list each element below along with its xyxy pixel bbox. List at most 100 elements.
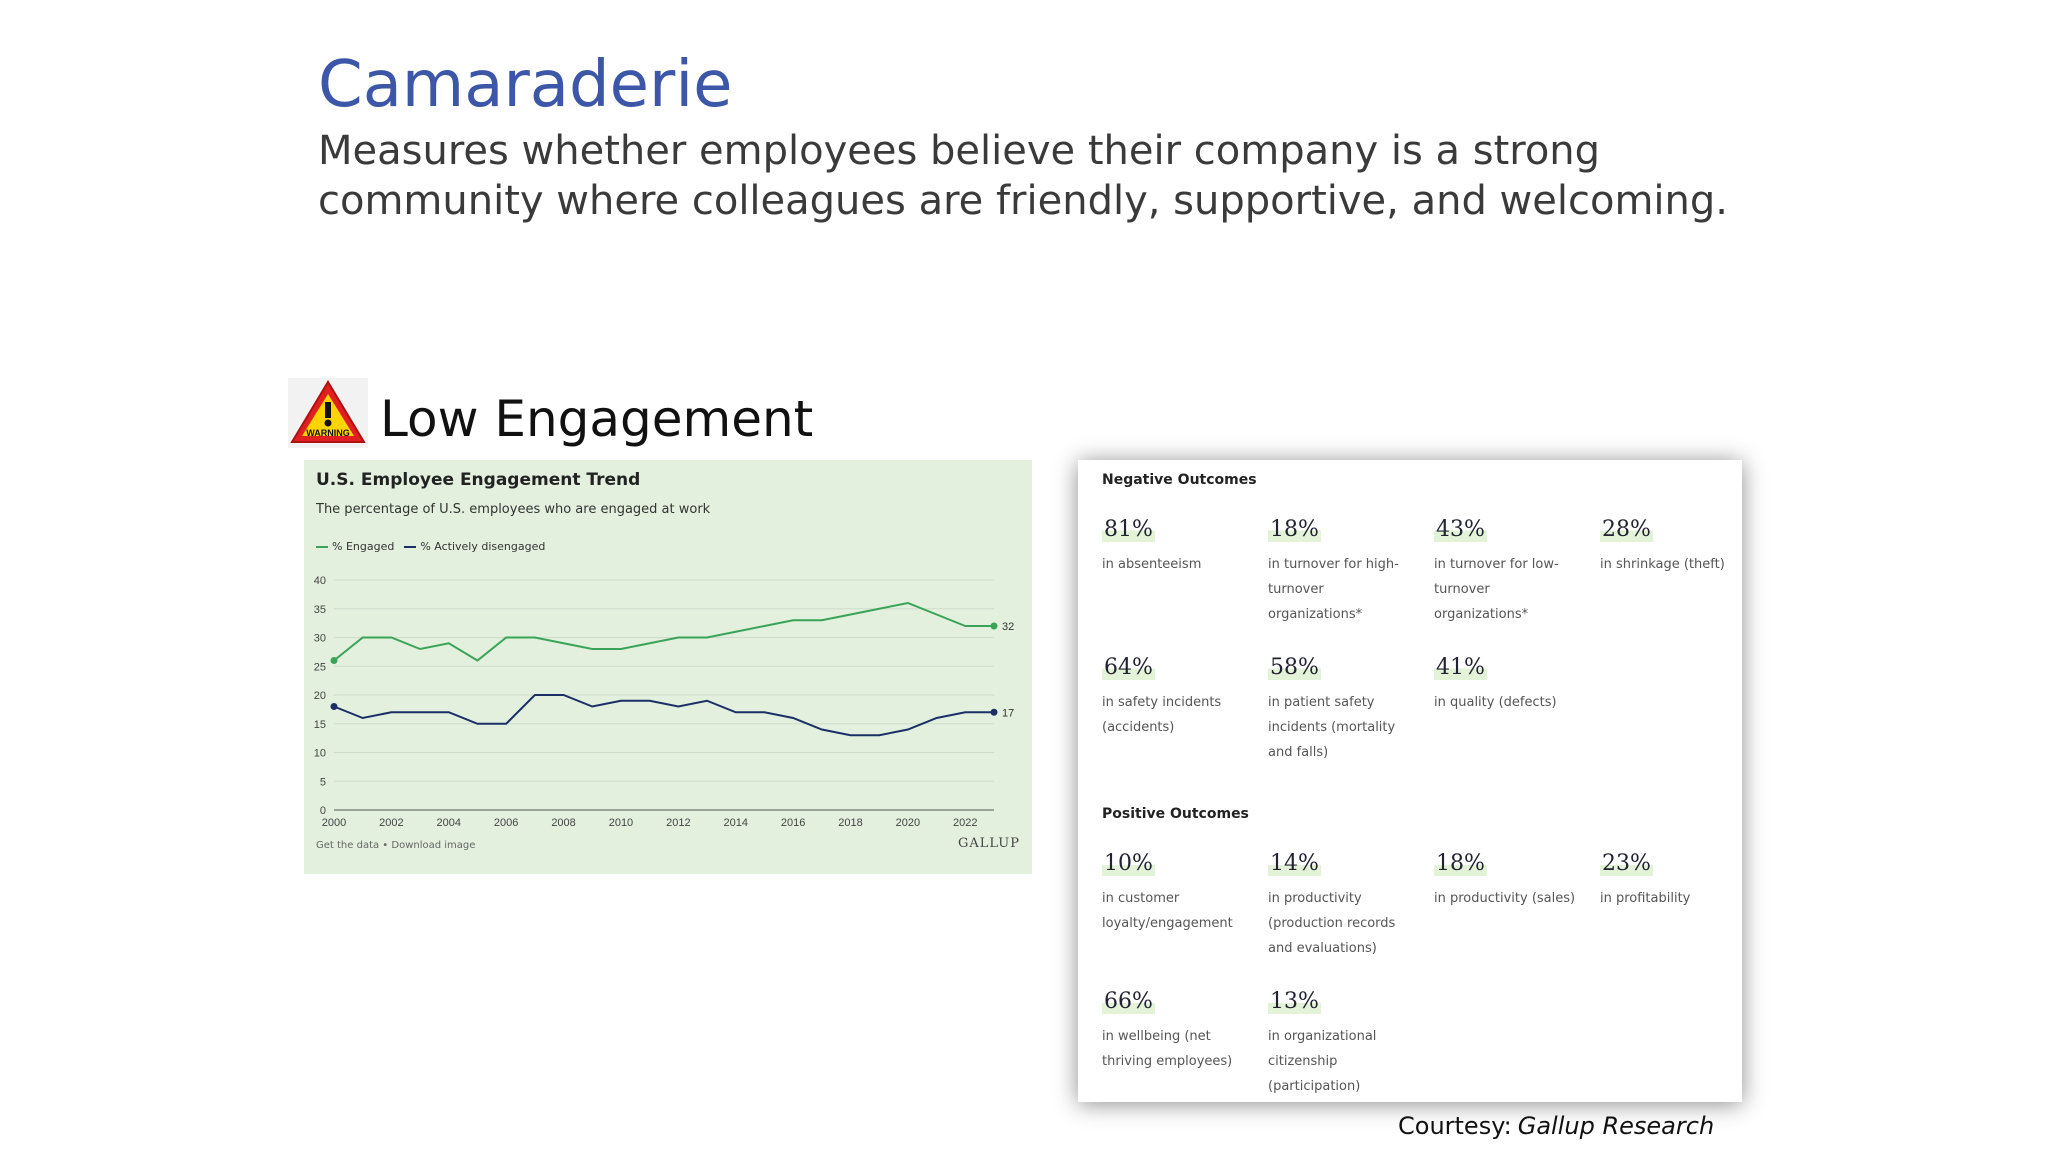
low-engagement-heading: Low Engagement	[380, 390, 814, 448]
outcome-percent-value: 41%	[1434, 655, 1487, 680]
chart-title: U.S. Employee Engagement Trend	[316, 470, 641, 490]
line-chart: 0 5 10 15 20 25 30 35 40 2000 2002 2004 2006 2008 2010…	[314, 575, 1015, 829]
outcome-percent: 28%	[1600, 516, 1750, 544]
outcome-stat: 58% in patient safety incidents (mortalit…	[1268, 654, 1418, 765]
outcome-stat: 43% in turnover for low-turnover organiza…	[1434, 516, 1584, 627]
outcome-description: in shrinkage (theft)	[1600, 557, 1725, 572]
outcome-percent: 10%	[1102, 850, 1252, 878]
chart-footer-links[interactable]: Get the data • Download image	[316, 840, 476, 851]
outcome-percent-value: 18%	[1268, 517, 1321, 542]
series-start-point	[330, 703, 338, 710]
x-tick-label: 2010	[609, 817, 633, 829]
y-tick-label: 35	[314, 604, 326, 616]
outcome-percent: 64%	[1102, 654, 1252, 682]
outcome-stat: 66% in wellbeing (net thriving employees)	[1102, 988, 1252, 1074]
outcome-percent: 18%	[1434, 850, 1584, 878]
slide-subtitle: Measures whether employees believe their…	[318, 128, 1728, 224]
x-tick-label: 2008	[551, 817, 575, 829]
outcome-description: in organizational citizenship (participa…	[1268, 1029, 1377, 1094]
outcome-stat: 13% in organizational citizenship (partic…	[1268, 988, 1418, 1099]
chart-legend: % Engaged % Actively disengaged	[316, 540, 545, 553]
engaged-series-line	[333, 601, 994, 662]
outcome-description: in quality (defects)	[1434, 695, 1557, 710]
outcome-percent: 23%	[1600, 850, 1750, 878]
legend-engaged-label: % Engaged	[332, 540, 395, 553]
outcome-percent-value: 13%	[1268, 989, 1321, 1014]
outcome-description: in wellbeing (net thriving employees)	[1102, 1029, 1233, 1069]
x-tick-label: 2000	[322, 817, 346, 829]
outcome-percent-value: 10%	[1102, 851, 1155, 876]
outcome-percent-value: 43%	[1434, 517, 1487, 542]
outcome-stat: 64% in safety incidents (accidents)	[1102, 654, 1252, 740]
outcome-percent-value: 14%	[1268, 851, 1321, 876]
series-end-point	[990, 708, 998, 716]
x-tick-label: 2022	[953, 817, 977, 829]
legend-disengaged: % Actively disengaged	[404, 540, 545, 553]
outcome-stat: 28% in shrinkage (theft)	[1600, 516, 1750, 577]
positive-outcomes-title: Positive Outcomes	[1102, 806, 1249, 822]
x-tick-label: 2018	[838, 817, 862, 829]
outcome-stat: 23% in profitability	[1600, 850, 1750, 911]
outcome-percent-value: 81%	[1102, 517, 1155, 542]
outcome-stat: 14% in productivity (production records a…	[1268, 850, 1418, 961]
y-tick-label: 5	[320, 776, 326, 788]
outcome-percent: 43%	[1434, 516, 1584, 544]
series-end-label: 32	[1002, 621, 1014, 633]
outcome-percent: 81%	[1102, 516, 1252, 544]
slide-title: Camaraderie	[318, 48, 733, 122]
legend-engaged: % Engaged	[316, 540, 394, 553]
outcome-stat: 18% in turnover for high-turnover organiz…	[1268, 516, 1418, 627]
warning-icon: WARNING	[288, 378, 368, 448]
outcome-percent-value: 28%	[1600, 517, 1653, 542]
outcome-description: in patient safety incidents (mortality a…	[1268, 695, 1396, 760]
x-tick-label: 2020	[896, 817, 920, 829]
negative-outcomes-title: Negative Outcomes	[1102, 472, 1257, 488]
outcome-description: in turnover for low-turnover organizatio…	[1434, 557, 1559, 622]
chart-subtitle: The percentage of U.S. employees who are…	[316, 502, 711, 517]
outcome-description: in turnover for high-turnover organizati…	[1268, 557, 1399, 622]
x-tick-label: 2012	[666, 817, 690, 829]
outcome-description: in safety incidents (accidents)	[1102, 695, 1222, 735]
outcome-stat: 10% in customer loyalty/engagement	[1102, 850, 1252, 936]
outcome-percent: 41%	[1434, 654, 1584, 682]
outcome-description: in customer loyalty/engagement	[1102, 891, 1233, 931]
series-end-label: 17	[1002, 707, 1014, 719]
legend-disengaged-label: % Actively disengaged	[420, 540, 546, 553]
outcome-description: in productivity (sales)	[1434, 891, 1576, 906]
x-tick-label: 2002	[379, 817, 403, 829]
x-tick-label: 2016	[781, 817, 805, 829]
series-end-point	[990, 622, 998, 630]
x-tick-label: 2004	[437, 817, 461, 829]
outcome-percent: 58%	[1268, 654, 1418, 682]
courtesy-label: Courtesy:	[1398, 1112, 1512, 1140]
courtesy-note: Courtesy: Gallup Research	[1398, 1112, 1714, 1140]
y-tick-label: 0	[320, 805, 326, 817]
outcome-percent: 14%	[1268, 850, 1418, 878]
y-tick-label: 15	[314, 719, 326, 731]
outcome-percent-value: 18%	[1434, 851, 1487, 876]
y-tick-label: 10	[314, 748, 326, 760]
outcome-stat: 81% in absenteeism	[1102, 516, 1252, 577]
outcome-percent-value: 66%	[1102, 989, 1155, 1014]
y-tick-label: 25	[314, 661, 326, 673]
outcomes-card: Negative Outcomes Positive Outcomes 81% i…	[1078, 460, 1742, 1102]
outcome-stat: 18% in productivity (sales)	[1434, 850, 1584, 911]
gallup-logo: GALLUP	[957, 836, 1020, 851]
outcome-percent-value: 23%	[1600, 851, 1653, 876]
warning-label: WARNING	[306, 428, 350, 438]
outcome-description: in absenteeism	[1102, 557, 1202, 572]
outcome-percent-value: 64%	[1102, 655, 1155, 680]
outcome-percent: 13%	[1268, 988, 1418, 1016]
outcome-percent: 66%	[1102, 988, 1252, 1016]
outcome-description: in profitability	[1600, 891, 1691, 906]
y-tick-label: 20	[314, 690, 326, 702]
y-tick-label: 40	[314, 575, 326, 587]
y-tick-label: 30	[314, 633, 326, 645]
outcome-stat: 41% in quality (defects)	[1434, 654, 1584, 715]
x-tick-label: 2014	[723, 817, 747, 829]
series-start-point	[330, 657, 338, 664]
engagement-chart-panel: U.S. Employee Engagement Trend The perce…	[304, 460, 1032, 874]
x-tick-label: 2006	[494, 817, 518, 829]
courtesy-source: Gallup Research	[1517, 1112, 1715, 1140]
outcome-description: in productivity (production records and …	[1268, 891, 1396, 956]
